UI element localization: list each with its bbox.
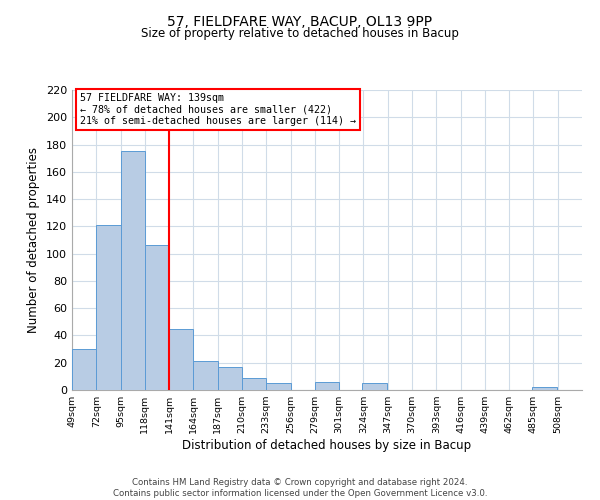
Bar bbox=[242, 378, 266, 390]
Bar bbox=[96, 225, 121, 390]
Bar bbox=[532, 388, 557, 390]
Text: Contains HM Land Registry data © Crown copyright and database right 2024.
Contai: Contains HM Land Registry data © Crown c… bbox=[113, 478, 487, 498]
Bar bbox=[193, 362, 218, 390]
Bar bbox=[145, 246, 169, 390]
Y-axis label: Number of detached properties: Number of detached properties bbox=[28, 147, 40, 333]
Bar bbox=[362, 383, 386, 390]
Bar bbox=[169, 328, 193, 390]
Bar bbox=[218, 367, 242, 390]
Bar bbox=[72, 349, 96, 390]
Text: 57 FIELDFARE WAY: 139sqm
← 78% of detached houses are smaller (422)
21% of semi-: 57 FIELDFARE WAY: 139sqm ← 78% of detach… bbox=[80, 93, 356, 126]
Bar bbox=[121, 152, 145, 390]
Text: 57, FIELDFARE WAY, BACUP, OL13 9PP: 57, FIELDFARE WAY, BACUP, OL13 9PP bbox=[167, 15, 433, 29]
X-axis label: Distribution of detached houses by size in Bacup: Distribution of detached houses by size … bbox=[182, 439, 472, 452]
Text: Size of property relative to detached houses in Bacup: Size of property relative to detached ho… bbox=[141, 28, 459, 40]
Bar bbox=[315, 382, 339, 390]
Bar bbox=[266, 383, 290, 390]
